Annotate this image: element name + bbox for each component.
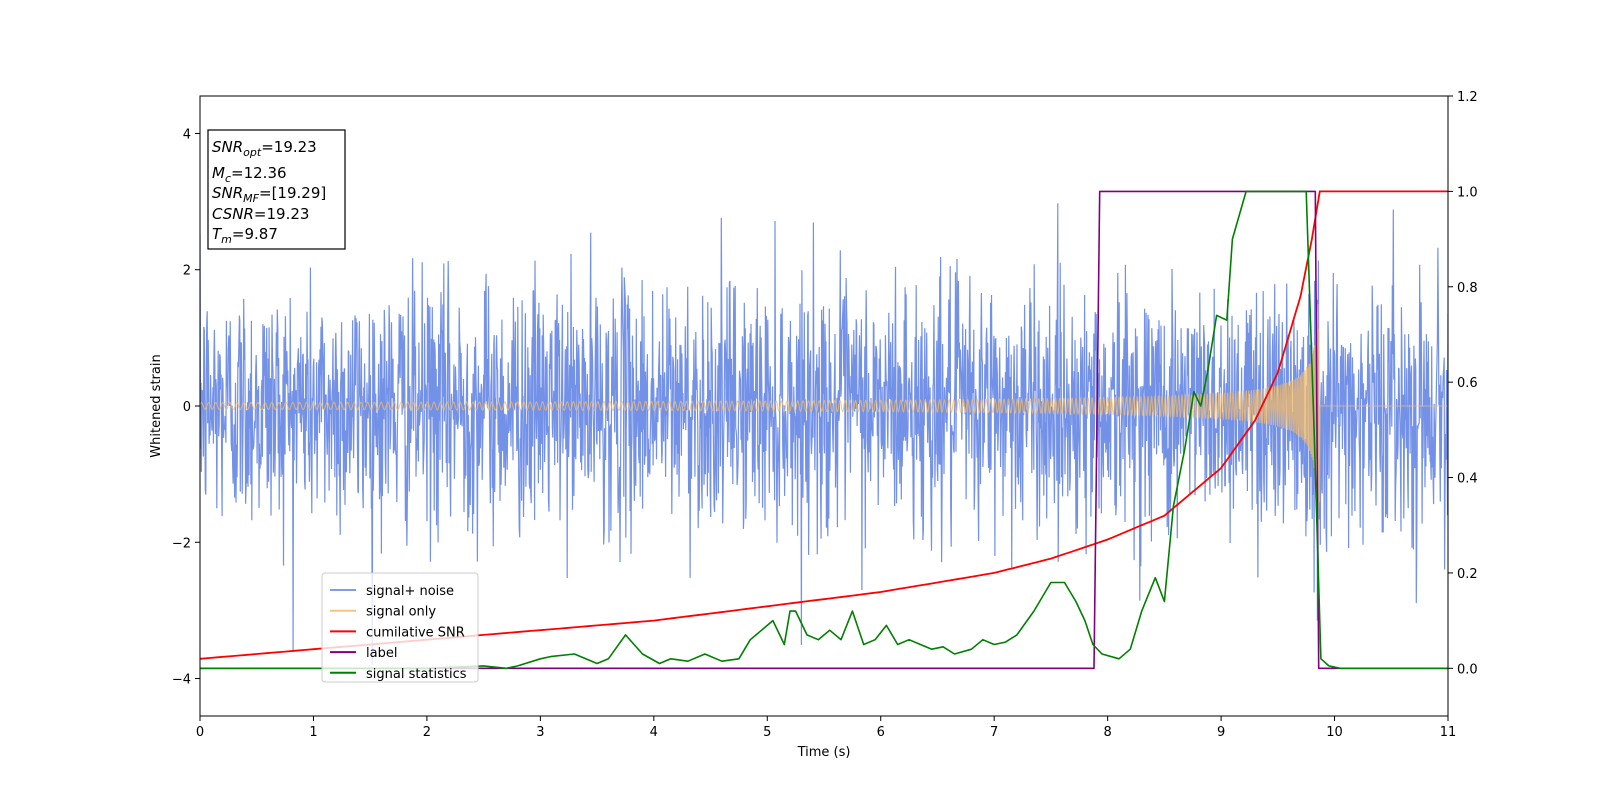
series-cumulative-snr [200, 190, 1448, 660]
x-tick-label: 4 [650, 725, 658, 740]
legend-frame [321, 572, 479, 683]
legend-label: signal only [366, 605, 436, 620]
annotation-frame [207, 129, 346, 250]
x-tick-label: 1 [309, 725, 317, 740]
annotation-box: SNRopt=19.23 Mc=12.36 SNRMF=[19.29] CSNR… [207, 129, 346, 250]
x-axis-label: Time (s) [797, 745, 851, 760]
annotation-tm: Tm=9.87 [212, 225, 278, 246]
y2-tick-label: 0.0 [1457, 662, 1478, 677]
y2-tick-label: 0.4 [1457, 472, 1478, 487]
x-tick-label: 10 [1326, 725, 1343, 740]
legend-label: cumilative SNR [366, 625, 465, 640]
x-tick-label: 2 [423, 725, 431, 740]
y2-tick-label: 0.2 [1457, 567, 1478, 582]
y-tick-label: 2 [183, 264, 191, 279]
x-tick-label: 7 [990, 725, 998, 740]
annotation-csnr: CSNR=19.23 [212, 205, 309, 223]
legend-label: label [366, 646, 397, 661]
x-tick-label: 3 [536, 725, 544, 740]
x-tick-label: 6 [877, 725, 885, 740]
legend: signal+ noise signal only cumilative SNR la… [321, 572, 479, 683]
annotation-snr-opt-value: 19.23 [274, 138, 317, 156]
series-signal-noise [200, 203, 1448, 665]
annotation-mc: Mc=12.36 [212, 164, 287, 185]
y-tick-label: 0 [183, 400, 191, 415]
annotation-snr-mf-value: [19.29] [272, 184, 327, 202]
x-tick-label: 8 [1103, 725, 1111, 740]
y2-tick-label: 0.8 [1457, 281, 1478, 296]
x-tick-label: 9 [1217, 725, 1225, 740]
y2-tick-label: 1.2 [1457, 90, 1478, 105]
legend-label: signal statistics [366, 667, 467, 682]
series-signal-statistics [200, 190, 1448, 670]
legend-items: signal+ noise signal only cumilative SNR la… [330, 584, 467, 682]
y2-tick-label: 0.6 [1457, 376, 1478, 391]
y-axis-label: Whitened strain [149, 354, 164, 457]
legend-label: signal+ noise [366, 584, 454, 599]
annotation-snr-opt: SNRopt=19.23 [212, 138, 317, 159]
annotation-snr-mf: SNRMF=[19.29] [212, 184, 326, 205]
y-tick-label: −4 [172, 673, 191, 688]
y-tick-label: 4 [183, 127, 191, 142]
x-tick-label: 11 [1440, 725, 1457, 740]
x-tick-label: 0 [196, 725, 204, 740]
x-tick-label: 5 [763, 725, 771, 740]
annotation-csnr-value: 19.23 [267, 205, 310, 223]
y-tick-label: −2 [172, 536, 191, 551]
y2-tick-label: 1.0 [1457, 185, 1478, 200]
annotation-tm-value: 9.87 [244, 225, 277, 243]
series-signal-only [200, 304, 1448, 509]
ticks-layer: 0 1 2 3 4 5 6 7 8 9 10 11 −4 −2 0 2 4 0.0 0.2 0.4 0.6 0.8 1.0 1… [172, 90, 1478, 740]
series-layer [200, 190, 1448, 670]
annotation-mc-value: 12.36 [244, 164, 287, 182]
